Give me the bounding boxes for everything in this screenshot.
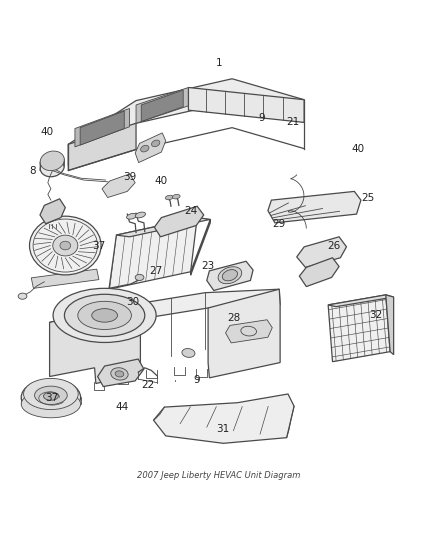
Text: 37: 37 xyxy=(46,393,59,403)
Text: 28: 28 xyxy=(228,313,241,323)
Polygon shape xyxy=(75,108,130,147)
Ellipse shape xyxy=(127,213,137,219)
Polygon shape xyxy=(109,217,197,289)
Polygon shape xyxy=(191,220,210,275)
Ellipse shape xyxy=(135,274,144,280)
Polygon shape xyxy=(40,199,65,224)
Text: 44: 44 xyxy=(116,402,129,412)
Ellipse shape xyxy=(152,140,160,147)
Ellipse shape xyxy=(165,195,173,200)
Ellipse shape xyxy=(40,151,64,171)
Polygon shape xyxy=(208,289,280,378)
Polygon shape xyxy=(154,206,204,237)
Text: 24: 24 xyxy=(184,206,197,216)
Ellipse shape xyxy=(18,293,27,299)
Ellipse shape xyxy=(29,216,101,275)
Text: 23: 23 xyxy=(201,261,215,271)
Text: 22: 22 xyxy=(141,380,155,390)
Polygon shape xyxy=(117,217,210,237)
Polygon shape xyxy=(68,79,304,166)
Polygon shape xyxy=(102,174,135,198)
Polygon shape xyxy=(49,289,280,337)
Polygon shape xyxy=(80,111,124,145)
Ellipse shape xyxy=(218,266,242,284)
Ellipse shape xyxy=(223,270,237,281)
Polygon shape xyxy=(98,359,144,386)
Polygon shape xyxy=(153,394,294,443)
Ellipse shape xyxy=(21,379,81,416)
Polygon shape xyxy=(31,269,99,288)
Text: 31: 31 xyxy=(216,424,229,434)
Text: 21: 21 xyxy=(286,117,300,127)
Text: 25: 25 xyxy=(361,192,374,203)
Polygon shape xyxy=(207,261,253,290)
Ellipse shape xyxy=(111,368,128,380)
Polygon shape xyxy=(141,90,183,122)
Polygon shape xyxy=(136,87,188,123)
Ellipse shape xyxy=(53,235,78,256)
Text: 9: 9 xyxy=(193,375,200,385)
Text: 29: 29 xyxy=(272,219,286,229)
Polygon shape xyxy=(135,133,166,163)
Ellipse shape xyxy=(141,146,149,152)
Ellipse shape xyxy=(115,371,124,377)
Ellipse shape xyxy=(172,195,180,199)
Polygon shape xyxy=(226,320,272,343)
Text: 30: 30 xyxy=(126,297,139,308)
Text: 40: 40 xyxy=(155,176,168,187)
Ellipse shape xyxy=(135,212,145,218)
Polygon shape xyxy=(268,191,361,223)
Polygon shape xyxy=(297,237,346,268)
Text: 37: 37 xyxy=(92,240,106,251)
Ellipse shape xyxy=(24,378,78,409)
Text: 32: 32 xyxy=(369,310,382,320)
Ellipse shape xyxy=(182,349,195,357)
Ellipse shape xyxy=(53,288,156,343)
Text: 40: 40 xyxy=(351,144,364,155)
Polygon shape xyxy=(328,295,390,362)
Polygon shape xyxy=(49,312,141,384)
Text: 9: 9 xyxy=(258,113,265,123)
Ellipse shape xyxy=(92,309,117,322)
Text: 1: 1 xyxy=(215,59,223,68)
Polygon shape xyxy=(68,123,136,171)
Ellipse shape xyxy=(21,390,81,418)
Ellipse shape xyxy=(60,241,71,250)
Polygon shape xyxy=(188,87,304,123)
Text: 26: 26 xyxy=(327,240,340,251)
Ellipse shape xyxy=(40,157,64,177)
Ellipse shape xyxy=(40,153,64,172)
Text: 8: 8 xyxy=(29,166,35,176)
Ellipse shape xyxy=(78,301,131,329)
Polygon shape xyxy=(386,295,394,354)
Polygon shape xyxy=(299,258,339,287)
Polygon shape xyxy=(328,295,394,306)
Text: 40: 40 xyxy=(40,127,53,137)
Text: 39: 39 xyxy=(123,172,136,182)
Text: 2007 Jeep Liberty HEVAC Unit Diagram: 2007 Jeep Liberty HEVAC Unit Diagram xyxy=(137,471,301,480)
Ellipse shape xyxy=(35,386,67,405)
Text: 27: 27 xyxy=(149,266,162,276)
Ellipse shape xyxy=(43,392,58,400)
Ellipse shape xyxy=(64,294,145,336)
